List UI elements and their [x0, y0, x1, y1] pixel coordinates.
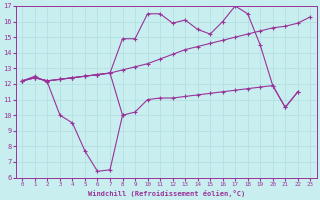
X-axis label: Windchill (Refroidissement éolien,°C): Windchill (Refroidissement éolien,°C): [88, 190, 245, 197]
